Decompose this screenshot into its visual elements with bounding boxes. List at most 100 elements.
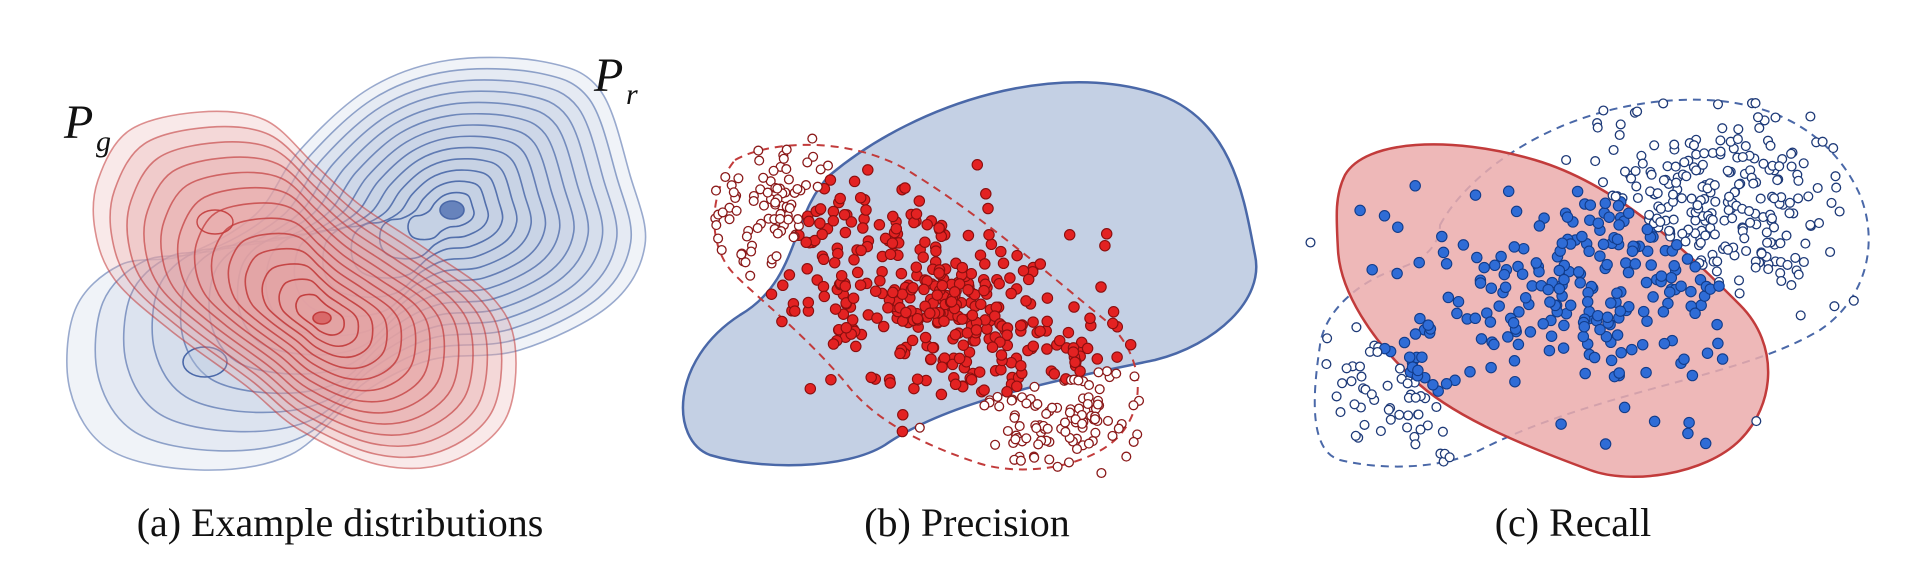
missed-real-point [1697, 159, 1708, 170]
precise-sample-point [854, 279, 867, 291]
missed-real-point [1813, 218, 1825, 229]
missed-real-point [1686, 193, 1697, 204]
imprecise-sample-point [1071, 443, 1083, 455]
precise-sample-point [817, 280, 830, 293]
recalled-real-point [1545, 330, 1558, 342]
precise-sample-point [957, 339, 970, 351]
precise-sample-point [789, 305, 801, 317]
missed-real-point [1784, 208, 1795, 219]
precise-sample-point [1100, 228, 1113, 240]
precise-sample-point [1107, 306, 1120, 318]
imprecise-sample-point [720, 171, 731, 183]
recalled-real-point [1414, 312, 1426, 325]
missed-real-point [1772, 175, 1783, 186]
precise-sample-point [1027, 340, 1040, 352]
precise-sample-point [783, 269, 796, 281]
recalled-real-point [1689, 261, 1701, 273]
precise-sample-point [936, 361, 948, 373]
recalled-real-point [1416, 351, 1428, 363]
precise-sample-point [1111, 351, 1123, 363]
imprecise-sample-point [1052, 461, 1063, 472]
precise-sample-point [985, 238, 998, 251]
recalled-real-point [1507, 317, 1520, 329]
precise-sample-point [936, 279, 949, 292]
missed-real-point [1681, 171, 1692, 182]
missed-real-point [1402, 422, 1413, 433]
missed-real-point [1744, 206, 1755, 217]
precise-sample-point [1011, 249, 1023, 262]
missed-real-point [1786, 148, 1797, 159]
recalled-real-point [1577, 330, 1590, 343]
real-samples [1305, 98, 1859, 467]
recalled-real-point [1508, 355, 1521, 367]
missed-real-point [1354, 361, 1366, 372]
recalled-real-point [1469, 312, 1482, 325]
imprecise-sample-point [783, 174, 794, 185]
recalled-real-point [1457, 239, 1470, 251]
precise-sample-point [834, 192, 846, 205]
missed-real-point [1775, 238, 1786, 249]
missed-real-point [1691, 165, 1702, 176]
recalled-real-point [1601, 258, 1613, 271]
missed-real-point [1754, 122, 1765, 134]
missed-real-point [1733, 275, 1745, 286]
red-secondary-mode [196, 209, 234, 235]
red-peak [312, 311, 332, 325]
recalled-real-point [1626, 343, 1638, 356]
recalled-real-point [1641, 245, 1654, 257]
precise-sample-point [802, 296, 815, 309]
precise-sample-point [1004, 272, 1016, 284]
recalled-real-point [1622, 266, 1635, 279]
missed-real-point [1739, 233, 1750, 244]
recalled-real-point [1576, 230, 1588, 243]
imprecise-sample-point [783, 214, 794, 225]
caption-c: (c) Recall [1495, 500, 1652, 545]
missed-real-point [1712, 256, 1723, 267]
recalled-real-point [1713, 280, 1725, 292]
imprecise-sample-point [772, 228, 783, 239]
imprecise-sample-point [1010, 434, 1021, 445]
blue-contour-level [151, 90, 604, 414]
red-contour-level [210, 217, 417, 392]
recalled-real-point [1558, 319, 1570, 332]
precise-sample-point [925, 353, 937, 365]
precise-sample-point [804, 382, 817, 395]
recalled-real-point [1689, 307, 1701, 320]
recalled-real-point [1620, 257, 1632, 269]
precise-sample-point [975, 298, 987, 311]
missed-real-point [1770, 112, 1781, 123]
missed-real-point [1321, 359, 1332, 370]
precise-sample-point [926, 341, 939, 354]
missed-real-point [1598, 105, 1609, 116]
imprecise-sample-point [772, 183, 783, 194]
precise-sample-point [1034, 258, 1047, 270]
precise-sample-point [862, 164, 874, 176]
recalled-real-point [1475, 333, 1488, 345]
precise-sample-point [1027, 316, 1039, 328]
missed-real-point [1626, 173, 1637, 184]
recalled-real-point [1495, 250, 1507, 263]
precise-sample-point [918, 283, 930, 296]
missed-real-point [1830, 171, 1841, 182]
precise-sample-point [855, 244, 867, 257]
blue-contour-level [208, 112, 575, 375]
missed-real-point [1346, 376, 1357, 387]
recalled-real-point [1440, 258, 1453, 270]
precise-sample-point [966, 309, 979, 322]
precise-sample-point [910, 261, 923, 273]
recalled-real-point [1641, 223, 1654, 236]
missed-real-point [1803, 191, 1814, 202]
missed-real-point [1619, 166, 1631, 177]
imprecise-sample-point [1077, 418, 1088, 429]
precise-sample-point [838, 209, 851, 221]
precise-sample-point [895, 267, 908, 280]
precise-sample-point [800, 236, 812, 249]
recalled-real-point [1427, 379, 1439, 391]
precise-sample-point [848, 254, 860, 266]
precise-sample-point [894, 347, 906, 360]
recalled-real-point [1516, 268, 1529, 280]
precise-sample-point [1034, 325, 1046, 337]
missed-real-point [1727, 213, 1738, 224]
label-pr-sub: r [626, 78, 638, 111]
missed-real-point [1790, 252, 1801, 263]
